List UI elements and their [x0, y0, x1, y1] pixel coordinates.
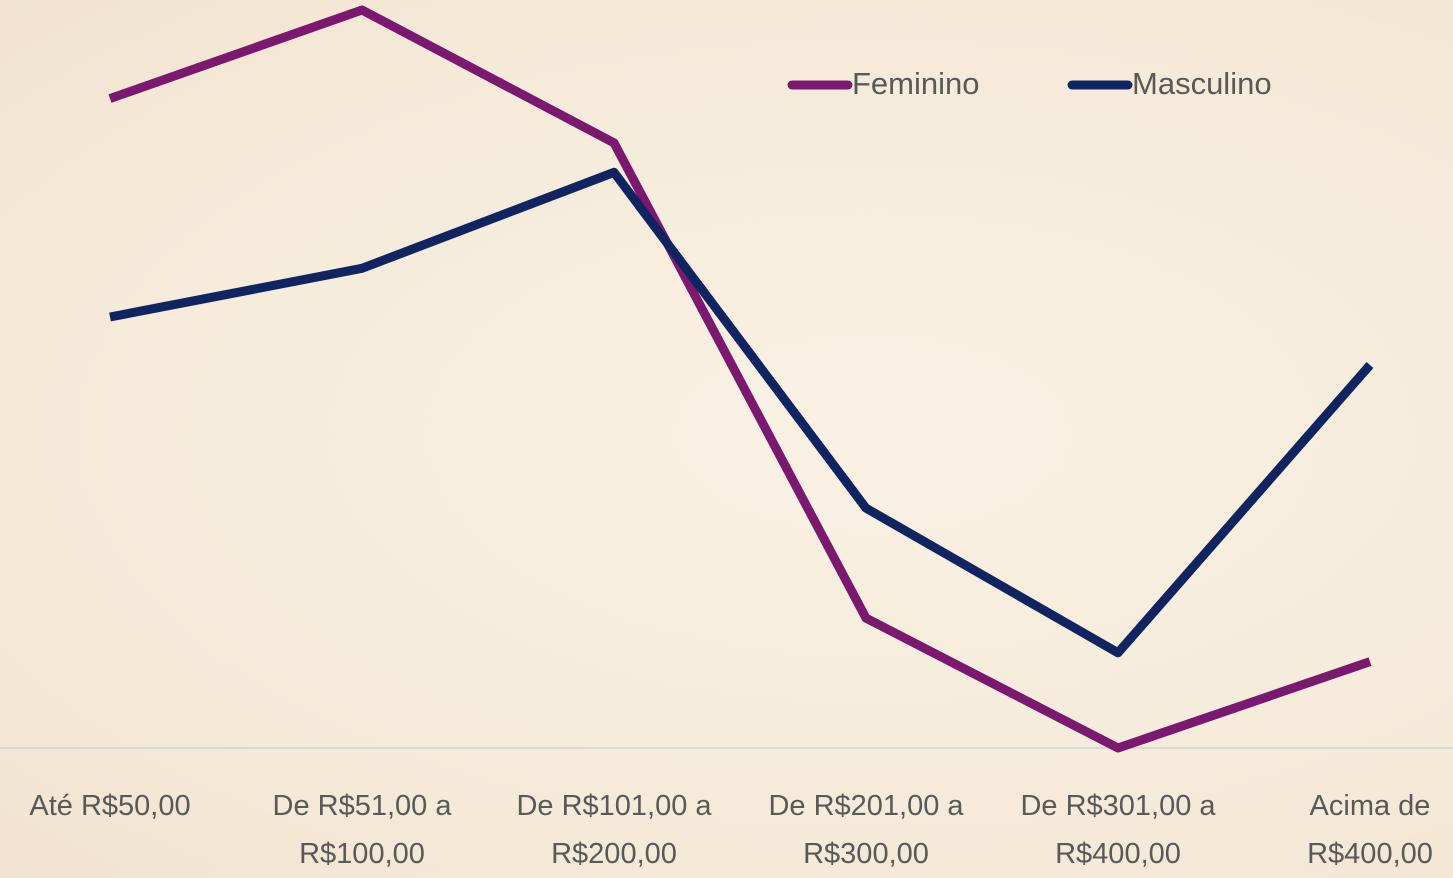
x-tick-label: Acima de R$400,00 [1245, 782, 1453, 878]
x-tick-label: De R$51,00 a R$100,00 [237, 782, 487, 878]
series-line [110, 172, 1370, 652]
legend-label: Feminino [852, 66, 980, 101]
chart: Feminino Masculino [0, 0, 1453, 868]
series-line [110, 10, 1370, 748]
x-tick-label: De R$301,00 a R$400,00 [993, 782, 1243, 878]
x-tick-label: De R$201,00 a R$300,00 [741, 782, 991, 878]
page: FemininoMasculino (() => { const data = … [0, 0, 1453, 868]
x-tick-label: Até R$50,00 [0, 782, 235, 830]
x-tick-label: De R$101,00 a R$200,00 [489, 782, 739, 878]
legend-label: Masculino [1132, 66, 1272, 101]
